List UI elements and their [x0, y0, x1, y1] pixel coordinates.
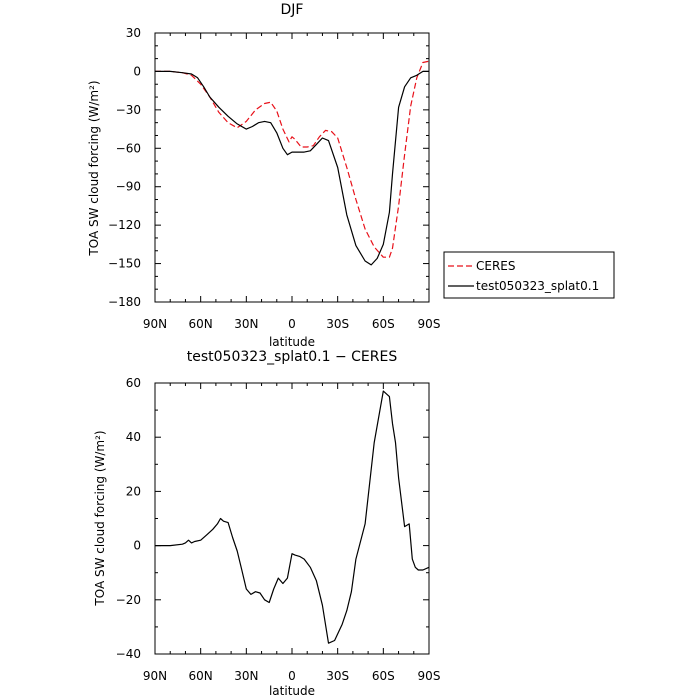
legend-box: [443, 251, 615, 299]
x-tick-label: 90N: [143, 317, 167, 331]
x-axis-title: latitude: [269, 684, 315, 698]
plot-frame: [154, 32, 430, 303]
x-tick-label: 0: [288, 669, 296, 683]
y-tick-label: 0: [133, 64, 141, 78]
series-line-1: [155, 70, 429, 266]
chart-djf: DJF latitude TOA SW cloud forcing (W/m²)…: [87, 2, 440, 349]
x-axis-title: latitude: [269, 335, 315, 349]
y-tick-label: 40: [126, 430, 141, 444]
x-tick-label: 90N: [143, 669, 167, 683]
y-tick-label: 60: [126, 376, 141, 390]
series-line-0: [155, 60, 430, 258]
y-tick-label: −90: [116, 180, 141, 194]
x-tick-label: 60N: [189, 317, 213, 331]
y-axis-title: TOA SW cloud forcing (W/m²): [87, 80, 101, 256]
chart-title: test050323_splat0.1 − CERES: [187, 349, 398, 365]
y-tick-label: −60: [116, 141, 141, 155]
x-tick-label: 30S: [326, 317, 349, 331]
y-tick-label: −20: [116, 593, 141, 607]
series-line-0: [155, 390, 430, 644]
legend-label-model: test050323_splat0.1: [476, 279, 599, 293]
chart-title: DJF: [281, 2, 304, 18]
x-tick-label: 30S: [326, 669, 349, 683]
y-tick-label: 0: [133, 539, 141, 553]
x-tick-label: 0: [288, 317, 296, 331]
y-tick-label: 30: [126, 26, 141, 40]
y-axis-title: TOA SW cloud forcing (W/m²): [93, 430, 107, 606]
y-tick-label: −40: [116, 647, 141, 661]
y-tick-label: −30: [116, 103, 141, 117]
legend: CERES test050323_splat0.1: [443, 251, 615, 299]
axis-ticks: 90N 60N 30N 0 30S 60S 90S 30 0 −30 −60 −90 −120 −150 −…: [108, 26, 440, 331]
legend-label-ceres: CERES: [476, 259, 516, 273]
x-tick-label: 60S: [372, 669, 395, 683]
x-tick-label: 90S: [418, 317, 441, 331]
y-tick-label: 20: [126, 484, 141, 498]
x-tick-label: 30N: [234, 317, 258, 331]
x-tick-label: 30N: [234, 669, 258, 683]
y-tick-label: −120: [108, 218, 141, 232]
x-tick-label: 90S: [418, 669, 441, 683]
series-lines: [155, 60, 430, 266]
plot-frame: [154, 382, 430, 655]
series-lines: [155, 390, 430, 644]
y-tick-label: −150: [108, 257, 141, 271]
x-tick-label: 60N: [189, 669, 213, 683]
y-tick-label: −180: [108, 295, 141, 309]
chart-difference: test050323_splat0.1 − CERES latitude TOA…: [93, 349, 440, 698]
x-tick-label: 60S: [372, 317, 395, 331]
